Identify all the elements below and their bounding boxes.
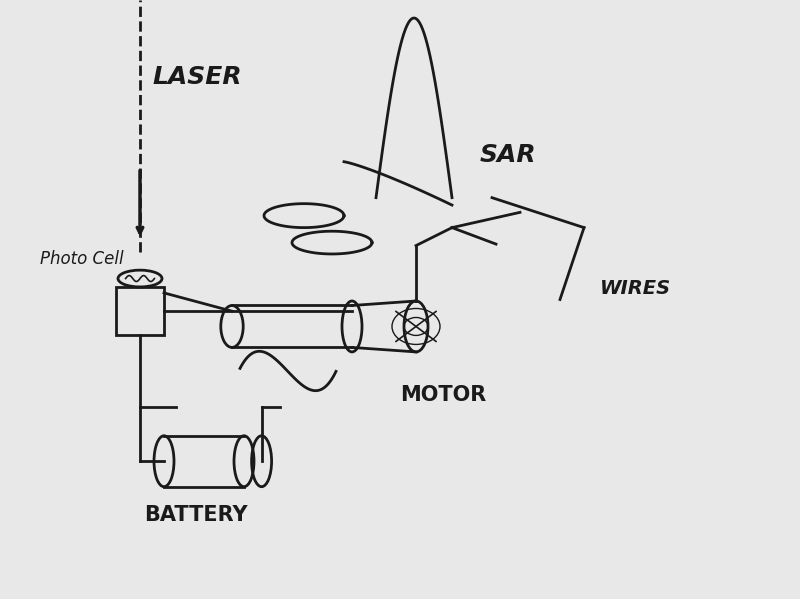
Text: WIRES: WIRES [600,279,671,298]
Text: SAR: SAR [480,143,537,167]
Text: LASER: LASER [152,65,242,89]
Text: BATTERY: BATTERY [144,505,248,525]
Text: MOTOR: MOTOR [400,385,486,406]
Text: Photo Cell: Photo Cell [40,250,124,268]
